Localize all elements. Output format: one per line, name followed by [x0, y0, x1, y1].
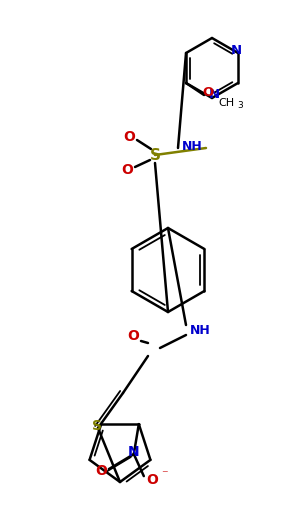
- Text: S: S: [92, 419, 102, 433]
- Text: S: S: [149, 147, 161, 163]
- Text: O: O: [121, 163, 133, 177]
- Text: CH: CH: [218, 98, 234, 108]
- Text: N: N: [230, 43, 242, 56]
- Text: O: O: [95, 464, 107, 478]
- Text: NH: NH: [190, 324, 210, 336]
- Text: ⁻: ⁻: [161, 468, 167, 481]
- Text: O: O: [127, 329, 139, 343]
- Text: N: N: [128, 445, 140, 459]
- Text: NH: NH: [182, 139, 203, 153]
- Text: O: O: [202, 87, 214, 99]
- Text: O: O: [146, 473, 158, 487]
- Text: O: O: [123, 130, 135, 144]
- Text: 3: 3: [237, 101, 243, 110]
- Text: N: N: [208, 89, 220, 101]
